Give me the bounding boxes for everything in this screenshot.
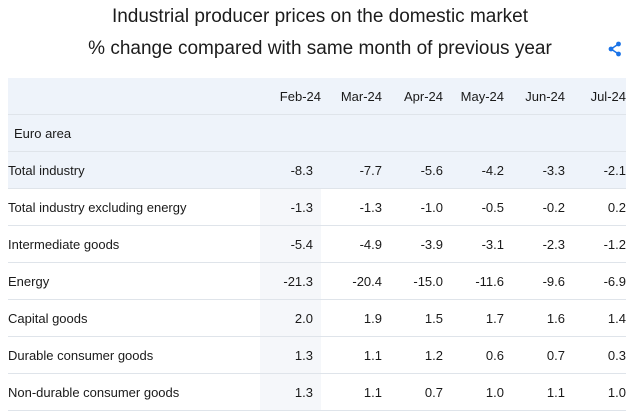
table-cell: 1.0 [565, 373, 626, 411]
table-row: Capital goods 2.0 1.9 1.5 1.7 1.6 1.4 [8, 299, 626, 337]
table-cell: 0.2 [565, 188, 626, 226]
header-label-cell [8, 78, 260, 115]
table-cell: -7.7 [321, 151, 382, 189]
row-label: Capital goods [8, 299, 260, 337]
table-row: Non-durable consumer goods 1.3 1.1 0.7 1… [8, 373, 626, 411]
table-cell: 1.1 [504, 373, 565, 411]
page-title: Industrial producer prices on the domest… [111, 6, 529, 27]
section-row: Euro area [8, 114, 626, 152]
page-subtitle: % change compared with same month of pre… [88, 38, 552, 59]
table-cell: -3.3 [504, 151, 565, 189]
table-cell: 0.3 [565, 336, 626, 374]
price-table: Feb-24 Mar-24 Apr-24 May-24 Jun-24 Jul-2… [8, 78, 626, 411]
table-cell: 1.9 [321, 299, 382, 337]
table-cell: 1.5 [382, 299, 443, 337]
table-cell: -0.5 [443, 188, 504, 226]
row-label: Intermediate goods [8, 225, 260, 263]
table-cell: -8.3 [260, 151, 321, 189]
table-cell: -1.3 [321, 188, 382, 226]
table-cell: 1.6 [504, 299, 565, 337]
row-label: Non-durable consumer goods [8, 373, 260, 411]
table-cell: -6.9 [565, 262, 626, 300]
table-cell: -4.2 [443, 151, 504, 189]
column-header: Jun-24 [504, 78, 565, 115]
table-cell: -2.3 [504, 225, 565, 263]
table-cell: 1.4 [565, 299, 626, 337]
share-icon[interactable] [606, 40, 624, 58]
table-header-row: Feb-24 Mar-24 Apr-24 May-24 Jun-24 Jul-2… [8, 78, 626, 115]
table-cell: -9.6 [504, 262, 565, 300]
table-row: Total industry excluding energy -1.3 -1.… [8, 188, 626, 226]
column-header: Apr-24 [382, 78, 443, 115]
table-cell: -3.1 [443, 225, 504, 263]
column-header: May-24 [443, 78, 504, 115]
table-cell: -2.1 [565, 151, 626, 189]
table-cell: -21.3 [260, 262, 321, 300]
table-cell: -1.0 [382, 188, 443, 226]
column-header: Jul-24 [565, 78, 626, 115]
table-cell: 0.6 [443, 336, 504, 374]
table-cell: -20.4 [321, 262, 382, 300]
table-cell: 0.7 [382, 373, 443, 411]
table-cell: 2.0 [260, 299, 321, 337]
table-row: Total industry -8.3 -7.7 -5.6 -4.2 -3.3 … [8, 151, 626, 189]
table-cell: 0.7 [504, 336, 565, 374]
table-cell: -0.2 [504, 188, 565, 226]
table-cell: 1.1 [321, 336, 382, 374]
table-cell: -5.4 [260, 225, 321, 263]
row-label: Total industry excluding energy [8, 188, 260, 226]
row-label: Energy [8, 262, 260, 300]
section-label: Euro area [8, 114, 626, 152]
table-cell: -1.3 [260, 188, 321, 226]
table-row: Intermediate goods -5.4 -4.9 -3.9 -3.1 -… [8, 225, 626, 263]
table-row: Durable consumer goods 1.3 1.1 1.2 0.6 0… [8, 336, 626, 374]
row-label: Total industry [8, 151, 260, 189]
table-cell: 1.2 [382, 336, 443, 374]
table-cell: 1.3 [260, 373, 321, 411]
table-cell: 1.1 [321, 373, 382, 411]
row-label: Durable consumer goods [8, 336, 260, 374]
column-header: Mar-24 [321, 78, 382, 115]
table-cell: -1.2 [565, 225, 626, 263]
table-cell: 1.7 [443, 299, 504, 337]
table-cell: 1.3 [260, 336, 321, 374]
column-header: Feb-24 [260, 78, 321, 115]
table-cell: -15.0 [382, 262, 443, 300]
table-cell: -11.6 [443, 262, 504, 300]
table-row: Energy -21.3 -20.4 -15.0 -11.6 -9.6 -6.9 [8, 262, 626, 300]
table-cell: 1.0 [443, 373, 504, 411]
table-cell: -5.6 [382, 151, 443, 189]
table-cell: -3.9 [382, 225, 443, 263]
table-cell: -4.9 [321, 225, 382, 263]
